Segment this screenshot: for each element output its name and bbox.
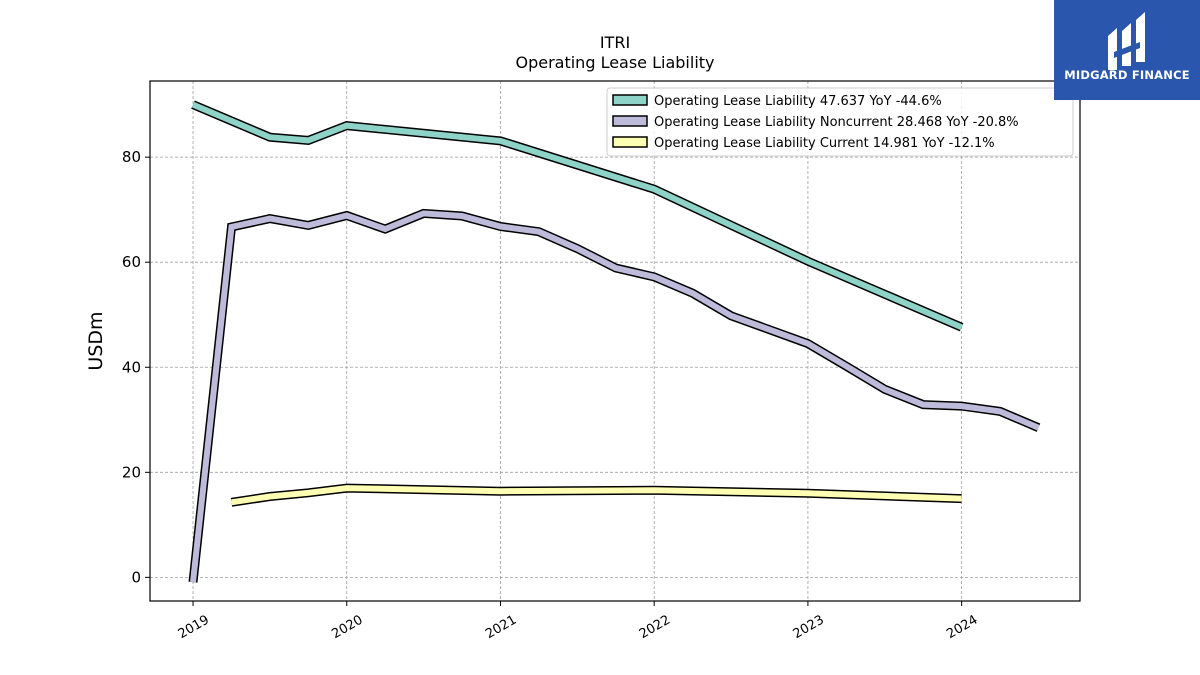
legend-entry: Operating Lease Liability Current 14.981…	[654, 136, 995, 151]
legend-swatch	[612, 115, 648, 127]
series-line	[190, 210, 1040, 583]
x-tick-label: 2022	[637, 613, 673, 643]
plot-frame	[149, 80, 1081, 602]
brand-name: MIDGARD FINANCE	[1064, 68, 1190, 82]
x-tick-label: 2024	[944, 613, 980, 643]
legend: Operating Lease Liability 47.637 YoY -44…	[606, 87, 1074, 157]
chart-title: ITRI	[600, 33, 630, 52]
legend-box	[606, 87, 1074, 157]
x-tick-label: 2021	[483, 613, 519, 643]
logo-mark-icon	[1054, 0, 1200, 100]
x-tick-label: 2023	[791, 613, 827, 643]
legend-swatch	[612, 136, 648, 148]
series-lines	[188, 100, 1041, 583]
y-axis-label: USDm	[85, 311, 107, 370]
x-tick-label: 2020	[329, 613, 365, 643]
y-tick-label: 80	[122, 148, 141, 166]
grid	[150, 81, 1080, 601]
brand-logo: MIDGARD FINANCE	[1054, 0, 1200, 100]
y-tick-label: 20	[122, 463, 141, 481]
legend-entry: Operating Lease Liability Noncurrent 28.…	[654, 115, 1019, 130]
series-line	[191, 101, 963, 331]
y-tick-label: 0	[131, 568, 141, 586]
legend-entry: Operating Lease Liability 47.637 YoY -44…	[654, 94, 942, 109]
y-tick-label: 40	[122, 358, 141, 376]
legend-swatch	[612, 94, 648, 106]
series-line	[231, 485, 962, 506]
y-tick-label: 60	[122, 253, 141, 271]
chart-subtitle: Operating Lease Liability	[515, 53, 714, 72]
x-tick-label: 2019	[176, 613, 212, 643]
